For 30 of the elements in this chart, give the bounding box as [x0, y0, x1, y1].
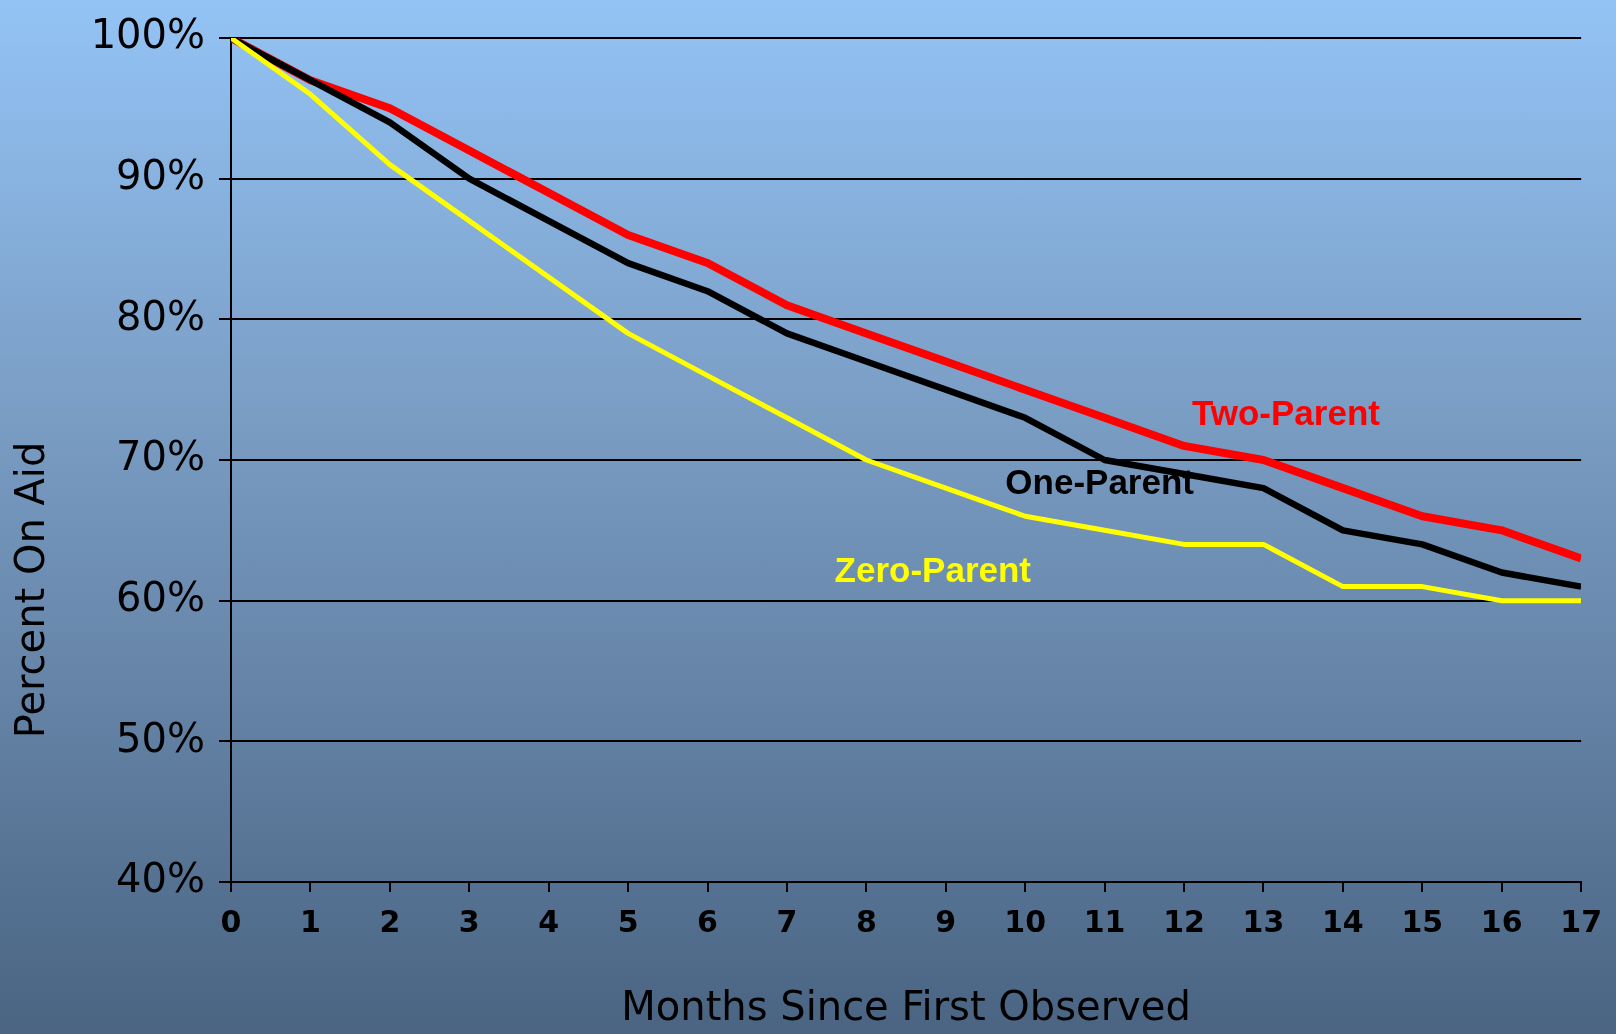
- y-axis-title: Percent On Aid: [7, 441, 54, 739]
- x-tick-label: 15: [1401, 903, 1444, 939]
- x-tick-label: 14: [1321, 903, 1364, 939]
- series-label: One-Parent: [1005, 461, 1195, 501]
- x-tick-label: 6: [697, 903, 718, 939]
- x-axis-title: Months Since First Observed: [621, 983, 1191, 1030]
- series-label: Zero-Parent: [834, 550, 1032, 590]
- y-tick-label: 40%: [116, 855, 205, 902]
- x-tick-label: 16: [1480, 903, 1523, 939]
- y-tick-label: 60%: [116, 574, 205, 621]
- x-tick-label: 9: [935, 903, 957, 939]
- x-tick-label: 2: [379, 903, 401, 939]
- x-tick-label: 4: [538, 903, 560, 939]
- y-tick-label: 100%: [90, 11, 205, 58]
- x-tick-label: 17: [1560, 903, 1602, 939]
- y-tick-label: 50%: [116, 714, 205, 761]
- x-tick-label: 3: [458, 903, 480, 939]
- y-tick-label: 80%: [116, 292, 205, 339]
- x-tick-label: 8: [855, 903, 877, 939]
- x-tick-label: 11: [1083, 903, 1126, 939]
- series-label: Two-Parent: [1191, 392, 1381, 432]
- y-tick-label: 90%: [116, 152, 205, 199]
- x-tick-label: 7: [776, 903, 798, 939]
- x-tick-label: 0: [220, 903, 242, 939]
- y-tick-label: 70%: [116, 433, 205, 480]
- x-tick-label: 13: [1242, 903, 1285, 939]
- x-tick-label: 5: [617, 903, 639, 939]
- x-tick-label: 12: [1163, 903, 1205, 939]
- x-tick-label: 10: [1004, 903, 1047, 939]
- x-tick-label: 1: [299, 903, 321, 939]
